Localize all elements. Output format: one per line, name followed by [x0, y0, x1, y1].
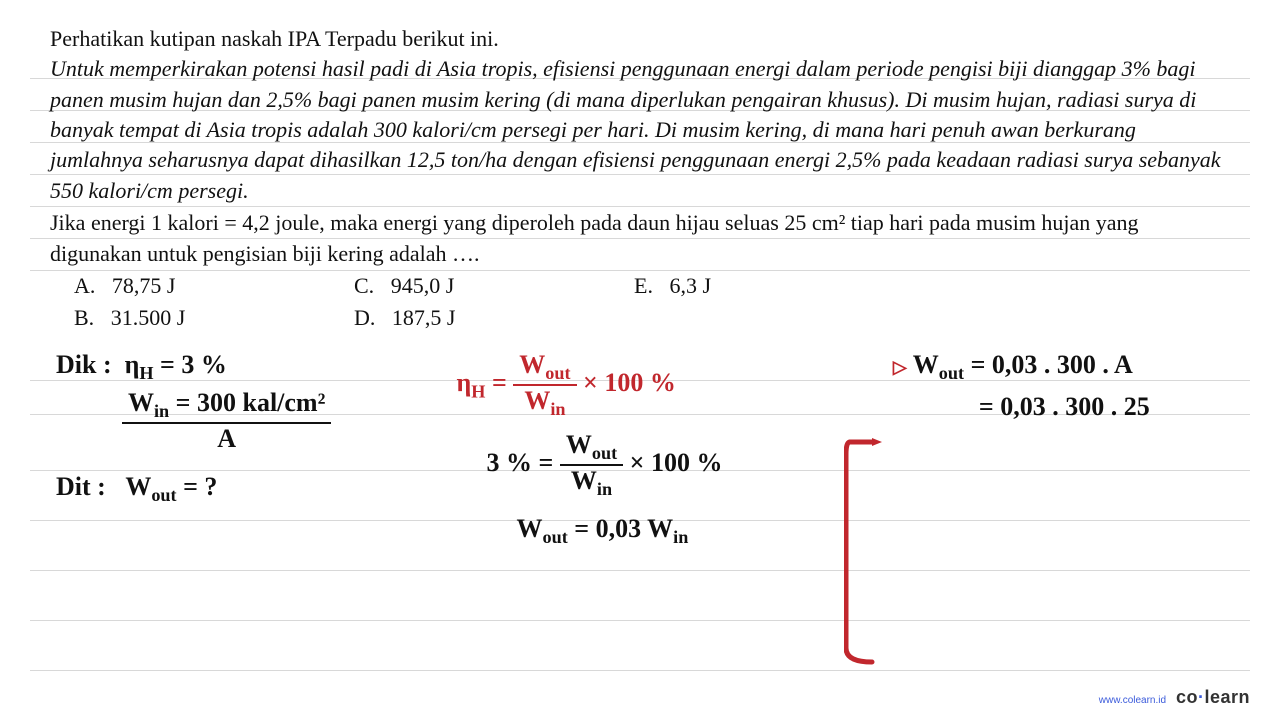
footer-url: www.colearn.id — [1099, 695, 1166, 706]
option-b: B. 31.500 J — [74, 303, 334, 333]
option-c: C. 945,0 J — [354, 271, 614, 301]
formula-section: ηH = Wout Win × 100 % 3 % = Wout Win × 1… — [457, 350, 873, 549]
problem-text: Perhatikan kutipan naskah IPA Terpadu be… — [50, 24, 1230, 334]
problem-question: Jika energi 1 kalori = 4,2 joule, maka e… — [50, 208, 1230, 269]
page-content: Perhatikan kutipan naskah IPA Terpadu be… — [0, 0, 1280, 549]
given-section: Dik : ηH = 3 % Win = 300 kal/cm² A Dit :… — [50, 350, 457, 507]
brand-logo: co·learn — [1176, 687, 1250, 707]
problem-passage: Untuk memperkirakan potensi hasil padi d… — [50, 54, 1230, 206]
handwritten-work: Dik : ηH = 3 % Win = 300 kal/cm² A Dit :… — [50, 350, 1230, 549]
answer-options: A. 78,75 J C. 945,0 J E. 6,3 J B. 31.500… — [74, 271, 1230, 334]
dik-label: Dik : — [56, 350, 112, 379]
option-a: A. 78,75 J — [74, 271, 334, 301]
option-d: D. 187,5 J — [354, 303, 614, 333]
dit-label: Dit : — [56, 472, 106, 501]
footer-branding: www.colearn.id co·learn — [1099, 687, 1250, 708]
option-e: E. 6,3 J — [634, 271, 894, 301]
result-section: ▷ Wout = 0,03 . 300 . A = 0,03 . 300 . 2… — [873, 350, 1230, 422]
problem-heading: Perhatikan kutipan naskah IPA Terpadu be… — [50, 24, 1230, 54]
